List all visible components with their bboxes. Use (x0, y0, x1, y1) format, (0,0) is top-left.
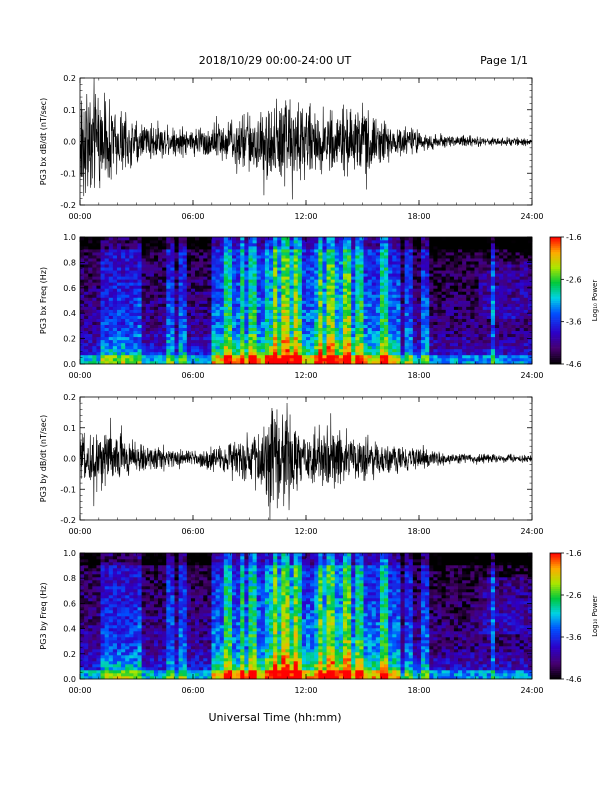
y-axis-title: PG3 bx Freq (Hz) (39, 267, 48, 334)
x-tick-label: 00:00 (68, 527, 91, 536)
x-tick-label: 18:00 (407, 371, 430, 380)
y-tick-label: 0.6 (63, 599, 76, 608)
x-tick-label: 00:00 (68, 212, 91, 221)
x-tick-label: 06:00 (181, 371, 204, 380)
y-tick-label: 0.2 (63, 650, 76, 659)
colorbar-label: Log₁₀ Power (591, 280, 599, 322)
x-axis-title: Universal Time (hh:mm) (209, 711, 342, 724)
x-axis: 00:00 06:00 12:00 18:00 24:00 (68, 78, 543, 221)
x-tick-label: 24:00 (520, 686, 543, 695)
colorbar-tick-label: -2.6 (566, 275, 582, 284)
plot-area (80, 237, 532, 364)
x-tick-label: 06:00 (181, 527, 204, 536)
y-tick-label: -0.1 (60, 169, 76, 178)
heatmap-cells (80, 553, 532, 679)
y-tick-label: 0.2 (63, 335, 76, 344)
y-tick-label: 0.8 (63, 258, 76, 267)
x-tick-label: 18:00 (407, 212, 430, 221)
y-tick-label: 0.2 (63, 393, 76, 402)
colorbar-tick-label: -4.6 (566, 675, 582, 684)
date-range-title: 2018/10/29 00:00-24:00 UT (199, 54, 352, 67)
x-tick-label: 12:00 (294, 527, 317, 536)
panels: 0.2 0.1 0.0 -0.1 -0.2 00:00 06:00 12:00 18:00 24:… (39, 74, 599, 695)
x-tick-label: 00:00 (68, 686, 91, 695)
x-tick-label: 18:00 (407, 527, 430, 536)
y-tick-label: 1.0 (63, 233, 76, 242)
colorbar-tick-label: -2.6 (566, 591, 582, 600)
x-tick-label: 18:00 (407, 686, 430, 695)
colorbar-tick-label: -1.6 (566, 233, 582, 242)
colorbar-tick-label: -1.6 (566, 549, 582, 558)
x-tick-label: 06:00 (181, 212, 204, 221)
page-indicator: Page 1/1 (480, 54, 528, 67)
y-tick-label: 0.6 (63, 284, 76, 293)
x-tick-label: 12:00 (294, 686, 317, 695)
y-tick-label: 0.0 (63, 675, 76, 684)
colorbar: -1.6 -2.6 -3.6 -4.6 Log₁₀ Power (550, 549, 599, 684)
plot-area (80, 76, 532, 199)
x-tick-label: 24:00 (520, 212, 543, 221)
y-tick-label: -0.1 (60, 485, 76, 494)
plot-area (80, 553, 532, 679)
y-tick-label: 0.4 (63, 625, 76, 634)
series-line (80, 403, 532, 522)
colorbar-tick-label: -3.6 (566, 318, 582, 327)
y-tick-label: 0.0 (63, 455, 76, 464)
x-tick-label: 24:00 (520, 527, 543, 536)
x-tick-label: 00:00 (68, 371, 91, 380)
y-tick-label: 0.1 (63, 424, 76, 433)
y-tick-label: -0.2 (60, 201, 76, 210)
x-tick-label: 24:00 (520, 371, 543, 380)
y-tick-label: 0.8 (63, 574, 76, 583)
colorbar-label: Log₁₀ Power (591, 595, 599, 637)
y-tick-label: 0.1 (63, 106, 76, 115)
y-axis-title: PG3 bx dB/dt (nT/sec) (39, 98, 48, 185)
y-tick-label: 1.0 (63, 549, 76, 558)
heatmap-cells (80, 237, 532, 364)
plot-area (80, 403, 532, 522)
panel-2: -1.6 -2.6 -3.6 -4.6 Log₁₀ Power 1.0 0.8 0.6 0.4 0… (39, 233, 599, 380)
panel-4: -1.6 -2.6 -3.6 -4.6 Log₁₀ Power 1.0 0.8 0.6 0.4 0… (39, 549, 599, 695)
x-tick-label: 06:00 (181, 686, 204, 695)
x-tick-label: 12:00 (294, 371, 317, 380)
colorbar-tick-label: -4.6 (566, 360, 582, 369)
y-tick-label: 0.4 (63, 309, 76, 318)
y-axis-title: PG3 by Freq (Hz) (39, 582, 48, 649)
panel-3: 0.2 0.1 0.0 -0.1 -0.2 00:00 06:00 12:00 18:00 24:… (39, 393, 544, 536)
y-axis-title: PG3 by dB/dt (nT/sec) (39, 415, 48, 502)
y-tick-label: -0.2 (60, 516, 76, 525)
y-tick-label: 0.2 (63, 74, 76, 83)
series-line (80, 76, 532, 199)
panel-1: 0.2 0.1 0.0 -0.1 -0.2 00:00 06:00 12:00 18:00 24:… (39, 74, 544, 221)
y-tick-label: 0.0 (63, 360, 76, 369)
x-tick-label: 12:00 (294, 212, 317, 221)
y-tick-label: 0.0 (63, 138, 76, 147)
colorbar-tick-label: -3.6 (566, 633, 582, 642)
colorbar: -1.6 -2.6 -3.6 -4.6 Log₁₀ Power (550, 233, 599, 369)
